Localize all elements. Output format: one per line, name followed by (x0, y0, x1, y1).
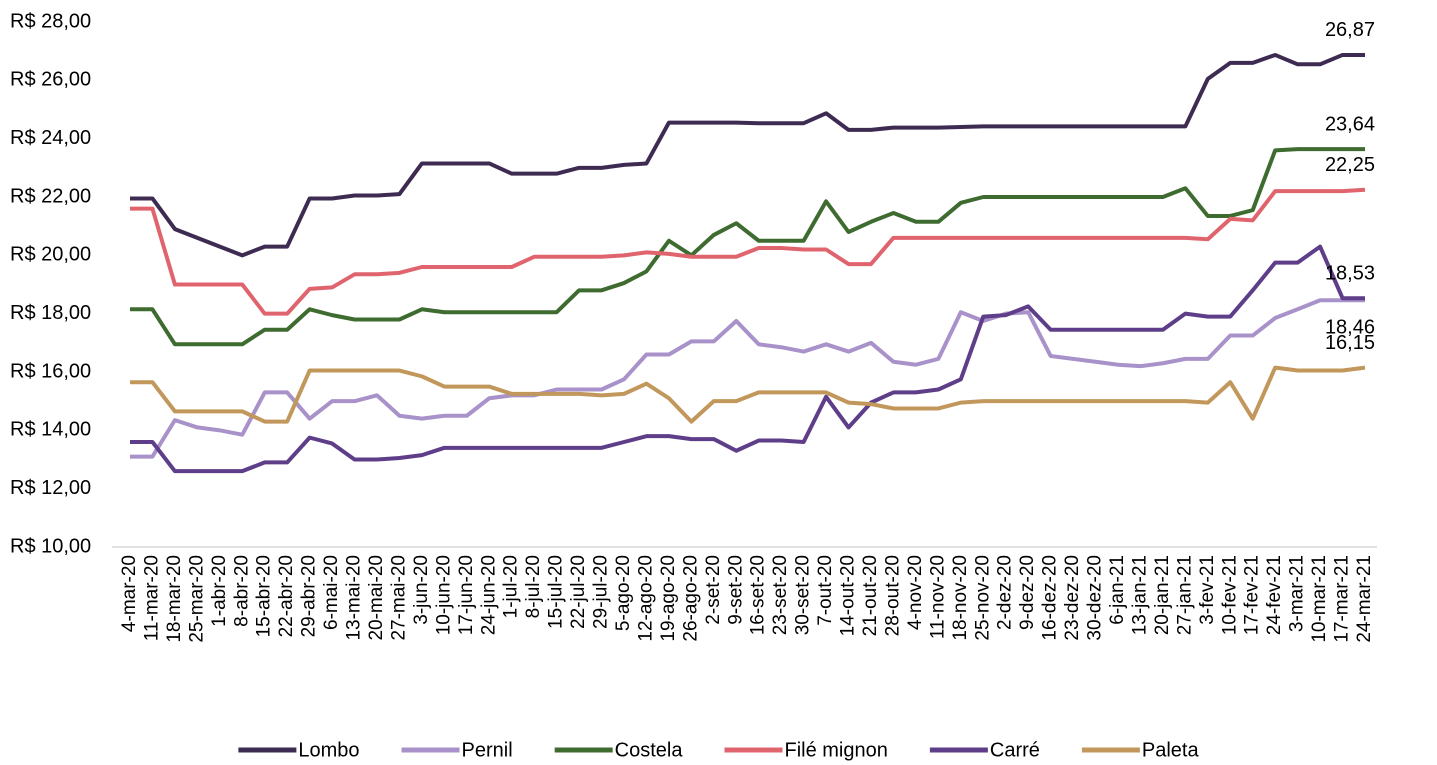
x-tick-label: 29-abr-20 (299, 555, 320, 637)
x-tick-label: 17-mar-21 (1332, 555, 1353, 643)
y-tick-label: R$ 14,00 (10, 419, 91, 441)
x-tick-label: 22-jul-20 (568, 555, 589, 629)
x-tick-label: 26-ago-20 (680, 555, 701, 642)
x-tick-label: 3-mar-21 (1287, 555, 1308, 632)
x-tick-label: 11-mar-20 (141, 555, 162, 641)
x-tick-label: 12-ago-20 (635, 555, 656, 642)
x-tick-label: 15-abr-20 (254, 555, 275, 637)
x-tick-label: 3-fev-21 (1197, 555, 1218, 625)
x-tick-label: 24-jun-20 (478, 555, 499, 635)
x-tick-label: 24-fev-21 (1264, 555, 1285, 635)
x-tick-label: 17-jun-20 (456, 555, 477, 635)
x-tick-label: 10-mar-21 (1309, 555, 1330, 643)
legend-label: Pernil (462, 739, 513, 761)
x-tick-label: 16-set-20 (748, 555, 769, 635)
x-tick-label: 27-jan-21 (1174, 555, 1195, 635)
x-tick-label: 17-fev-21 (1242, 555, 1263, 635)
value-label: 18,46 (1325, 317, 1375, 339)
value-label: 26,87 (1325, 19, 1375, 41)
x-tick-label: 20-mai-20 (366, 555, 387, 641)
x-tick-label: 24-mar-21 (1354, 555, 1375, 643)
legend-label: Lombo (298, 739, 359, 761)
x-tick-label: 13-mai-20 (344, 555, 365, 641)
y-tick-label: R$ 16,00 (10, 360, 91, 382)
x-tick-label: 10-fev-21 (1219, 555, 1240, 635)
y-tick-label: R$ 18,00 (10, 302, 91, 324)
y-tick-label: R$ 26,00 (10, 69, 91, 91)
x-tick-label: 22-abr-20 (276, 555, 297, 637)
x-tick-label: 11-nov-20 (927, 555, 948, 639)
x-tick-label: 10-jun-20 (433, 555, 454, 635)
x-tick-label: 21-out-20 (860, 555, 881, 636)
x-tick-label: 6-mai-20 (321, 555, 342, 630)
series-line (130, 52, 1365, 258)
x-tick-label: 6-jan-21 (1107, 555, 1128, 625)
x-tick-label: 8-jul-20 (523, 555, 544, 618)
x-tick-label: 30-set-20 (793, 555, 814, 635)
value-label: 23,64 (1325, 113, 1375, 135)
series-line (130, 147, 1365, 347)
legend-label: Paleta (1142, 739, 1200, 761)
series-line (130, 365, 1366, 424)
x-tick-label: 23-set-20 (770, 555, 791, 635)
x-tick-label: 13-jan-21 (1129, 555, 1150, 635)
value-label: 16,15 (1325, 332, 1375, 354)
series-line (130, 298, 1365, 459)
x-tick-label: 3-jun-20 (411, 555, 432, 625)
x-tick-label: 19-ago-20 (658, 555, 679, 642)
y-tick-label: R$ 24,00 (10, 127, 91, 149)
series-line (130, 187, 1366, 316)
x-tick-label: 25-mar-20 (186, 555, 207, 643)
y-tick-label: R$ 20,00 (10, 244, 91, 266)
y-tick-label: R$ 28,00 (10, 10, 91, 32)
x-tick-label: 29-jul-20 (591, 555, 612, 629)
x-tick-label: 28-out-20 (882, 555, 903, 636)
x-tick-label: 1-abr-20 (209, 555, 230, 627)
legend-label: Costela (615, 739, 684, 761)
legend-label: Carré (990, 739, 1040, 761)
x-tick-label: 1-jul-20 (501, 555, 522, 618)
x-tick-label: 2-dez-20 (995, 555, 1016, 630)
x-tick-label: 4-nov-20 (905, 555, 926, 630)
x-tick-label: 30-dez-20 (1085, 555, 1106, 641)
x-tick-label: 5-ago-20 (613, 555, 634, 631)
series-line (130, 244, 1365, 474)
x-tick-label: 20-jan-21 (1152, 555, 1173, 635)
legend-label: Filé mignon (784, 739, 887, 761)
x-tick-label: 9-dez-20 (1017, 555, 1038, 630)
y-tick-label: R$ 10,00 (10, 535, 91, 557)
x-tick-label: 18-nov-20 (950, 555, 971, 641)
value-label: 18,53 (1325, 262, 1375, 284)
x-tick-label: 15-jul-20 (546, 555, 567, 629)
x-tick-label: 27-mai-20 (388, 555, 409, 641)
y-tick-label: R$ 12,00 (10, 477, 91, 499)
y-tick-label: R$ 22,00 (10, 185, 91, 207)
value-label: 22,25 (1325, 154, 1375, 176)
x-tick-label: 2-set-20 (703, 555, 724, 625)
x-tick-label: 16-dez-20 (1040, 555, 1061, 641)
x-tick-label: 9-set-20 (725, 555, 746, 625)
x-tick-label: 18-mar-20 (164, 555, 185, 643)
x-tick-label: 8-abr-20 (231, 555, 252, 627)
x-tick-label: 25-nov-20 (972, 555, 993, 641)
x-tick-label: 23-dez-20 (1062, 555, 1083, 641)
x-tick-label: 14-out-20 (838, 555, 859, 636)
x-tick-label: 7-out-20 (815, 555, 836, 626)
x-tick-label: 4-mar-20 (119, 555, 140, 632)
